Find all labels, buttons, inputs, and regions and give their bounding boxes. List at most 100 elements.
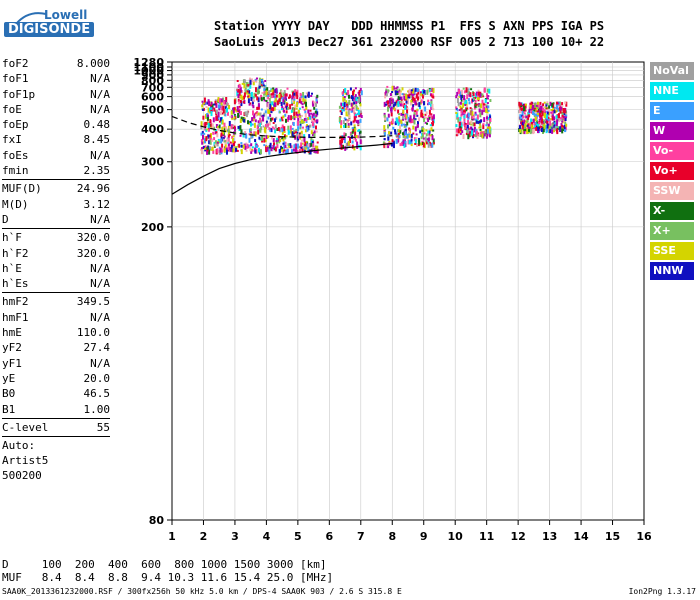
echo-point bbox=[265, 147, 268, 153]
echo-point bbox=[351, 130, 354, 134]
echo-point bbox=[401, 118, 404, 121]
echo-point bbox=[254, 79, 257, 82]
echo-point bbox=[359, 139, 362, 145]
echo-point bbox=[455, 124, 458, 128]
echo-point bbox=[238, 90, 241, 96]
echo-point bbox=[271, 117, 274, 121]
echo-point bbox=[313, 118, 316, 121]
echo-point bbox=[420, 142, 423, 146]
echo-point bbox=[223, 100, 226, 105]
echo-point bbox=[292, 122, 295, 126]
echo-point bbox=[258, 84, 261, 89]
echo-point bbox=[272, 107, 275, 112]
echo-point bbox=[224, 105, 227, 111]
echo-point bbox=[208, 101, 211, 107]
echo-point bbox=[209, 119, 212, 123]
echo-point bbox=[467, 112, 470, 117]
echo-point bbox=[343, 132, 346, 136]
echo-point bbox=[560, 106, 563, 109]
echo-point bbox=[529, 129, 532, 135]
echo-point bbox=[242, 132, 245, 138]
echo-point bbox=[214, 100, 217, 105]
echo-point bbox=[357, 110, 360, 115]
echo-point bbox=[431, 87, 434, 92]
echo-point bbox=[549, 129, 552, 134]
echo-point bbox=[485, 124, 488, 127]
echo-point bbox=[257, 104, 260, 110]
echo-point bbox=[427, 118, 430, 122]
echo-point bbox=[420, 99, 423, 104]
echo-point bbox=[471, 130, 473, 136]
echo-point bbox=[360, 90, 363, 96]
echo-point bbox=[551, 128, 554, 134]
echo-point bbox=[390, 106, 393, 112]
echo-point bbox=[274, 124, 277, 129]
echo-point bbox=[240, 116, 243, 121]
echo-point bbox=[291, 149, 293, 154]
param-row: fxI 8.45 bbox=[2, 132, 110, 147]
echo-point bbox=[249, 128, 252, 132]
echo-point bbox=[536, 112, 539, 115]
echo-point bbox=[462, 87, 465, 90]
echo-point bbox=[417, 96, 419, 101]
x-tick-label: 11 bbox=[479, 530, 494, 543]
echo-point bbox=[471, 115, 474, 119]
echo-point bbox=[386, 100, 389, 105]
echo-point bbox=[251, 101, 254, 105]
echo-point bbox=[290, 115, 293, 121]
echo-point bbox=[279, 139, 282, 142]
echo-point bbox=[264, 88, 267, 91]
echo-point bbox=[271, 89, 274, 93]
echo-point bbox=[270, 147, 273, 152]
echo-point bbox=[345, 106, 348, 111]
echo-point bbox=[250, 149, 253, 154]
echo-point bbox=[300, 143, 303, 147]
d-muf-table: D 100 200 400 600 800 1000 1500 3000 [km… bbox=[2, 558, 333, 584]
echo-point bbox=[230, 110, 233, 115]
echo-point bbox=[384, 94, 387, 99]
echo-point bbox=[549, 101, 552, 106]
echo-point bbox=[459, 91, 462, 97]
echo-point bbox=[391, 118, 394, 124]
echo-point bbox=[265, 90, 268, 96]
echo-point bbox=[283, 126, 286, 132]
echo-point bbox=[472, 97, 475, 101]
echo-point bbox=[401, 93, 404, 96]
echo-point bbox=[385, 93, 388, 97]
dashed-curve bbox=[171, 115, 393, 138]
echo-point bbox=[413, 119, 416, 125]
echo-point bbox=[348, 108, 351, 111]
echo-point bbox=[468, 94, 471, 97]
echo-point bbox=[271, 93, 274, 98]
echo-point bbox=[305, 92, 308, 95]
echo-point bbox=[212, 149, 215, 154]
echo-point bbox=[564, 101, 567, 105]
echo-point bbox=[216, 133, 219, 138]
echo-point bbox=[229, 146, 232, 152]
echo-point bbox=[471, 111, 474, 117]
echo-point bbox=[410, 138, 413, 142]
echo-point bbox=[400, 96, 403, 100]
echo-point bbox=[553, 109, 556, 114]
echo-point bbox=[269, 109, 272, 113]
echo-point bbox=[427, 142, 430, 148]
echo-point bbox=[287, 115, 290, 121]
echo-point bbox=[236, 90, 239, 96]
echo-point bbox=[294, 136, 297, 140]
echo-point bbox=[404, 117, 407, 123]
echo-point bbox=[340, 102, 343, 107]
echo-point bbox=[474, 134, 477, 138]
echo-point bbox=[281, 147, 284, 149]
echo-point bbox=[479, 128, 482, 131]
echo-point bbox=[400, 100, 403, 103]
echo-point bbox=[262, 84, 265, 87]
echo-point bbox=[268, 90, 271, 95]
echo-point bbox=[353, 112, 356, 118]
echo-point bbox=[555, 101, 558, 105]
echo-point bbox=[382, 141, 385, 144]
echo-point bbox=[302, 99, 305, 102]
echo-point bbox=[428, 132, 431, 136]
echo-point bbox=[556, 119, 559, 125]
echo-point bbox=[427, 99, 430, 103]
echo-point bbox=[465, 87, 468, 93]
